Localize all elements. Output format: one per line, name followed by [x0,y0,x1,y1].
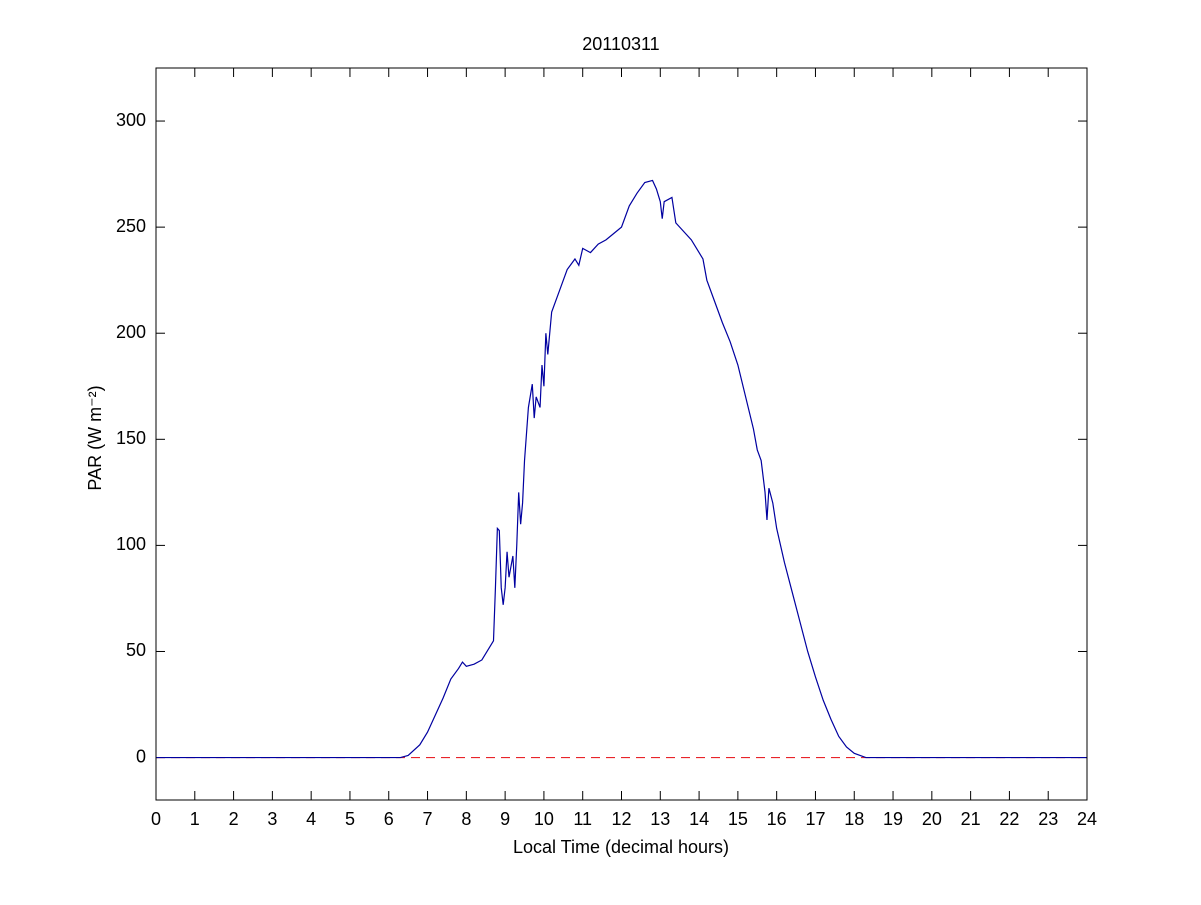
x-tick-label: 8 [461,809,471,829]
y-tick-label: 200 [116,322,146,342]
x-tick-label: 23 [1038,809,1058,829]
x-tick-label: 19 [883,809,903,829]
y-tick-label: 300 [116,110,146,130]
x-tick-label: 6 [384,809,394,829]
x-tick-label: 3 [267,809,277,829]
x-tick-label: 18 [844,809,864,829]
plot-frame [155,67,1088,801]
x-tick-label: 21 [961,809,981,829]
x-tick-label: 13 [650,809,670,829]
x-tick-label: 2 [229,809,239,829]
x-tick-label: 10 [534,809,554,829]
y-tick-label: 100 [116,534,146,554]
x-tick-label: 22 [999,809,1019,829]
x-tick-label: 15 [728,809,748,829]
x-tick-label: 12 [611,809,631,829]
x-tick-label: 0 [151,809,161,829]
x-tick-label: 1 [190,809,200,829]
x-tick-label: 16 [767,809,787,829]
x-tick-label: 20 [922,809,942,829]
x-tick-label: 9 [500,809,510,829]
x-tick-label: 24 [1077,809,1097,829]
y-tick-label: 50 [126,640,146,660]
x-tick-label: 5 [345,809,355,829]
x-tick-label: 11 [573,809,592,829]
data-line [156,179,1087,759]
y-tick-label: 250 [116,216,146,236]
x-tick-label: 7 [423,809,433,829]
x-tick-label: 4 [306,809,316,829]
x-tick-label: 17 [805,809,825,829]
chart-title: 20110311 [582,34,659,54]
y-tick-label: 0 [136,746,146,766]
y-axis-label: PAR (W m⁻²) [85,385,105,490]
x-axis-label: Local Time (decimal hours) [513,837,729,857]
x-tick-label: 14 [689,809,709,829]
y-tick-label: 150 [116,428,146,448]
